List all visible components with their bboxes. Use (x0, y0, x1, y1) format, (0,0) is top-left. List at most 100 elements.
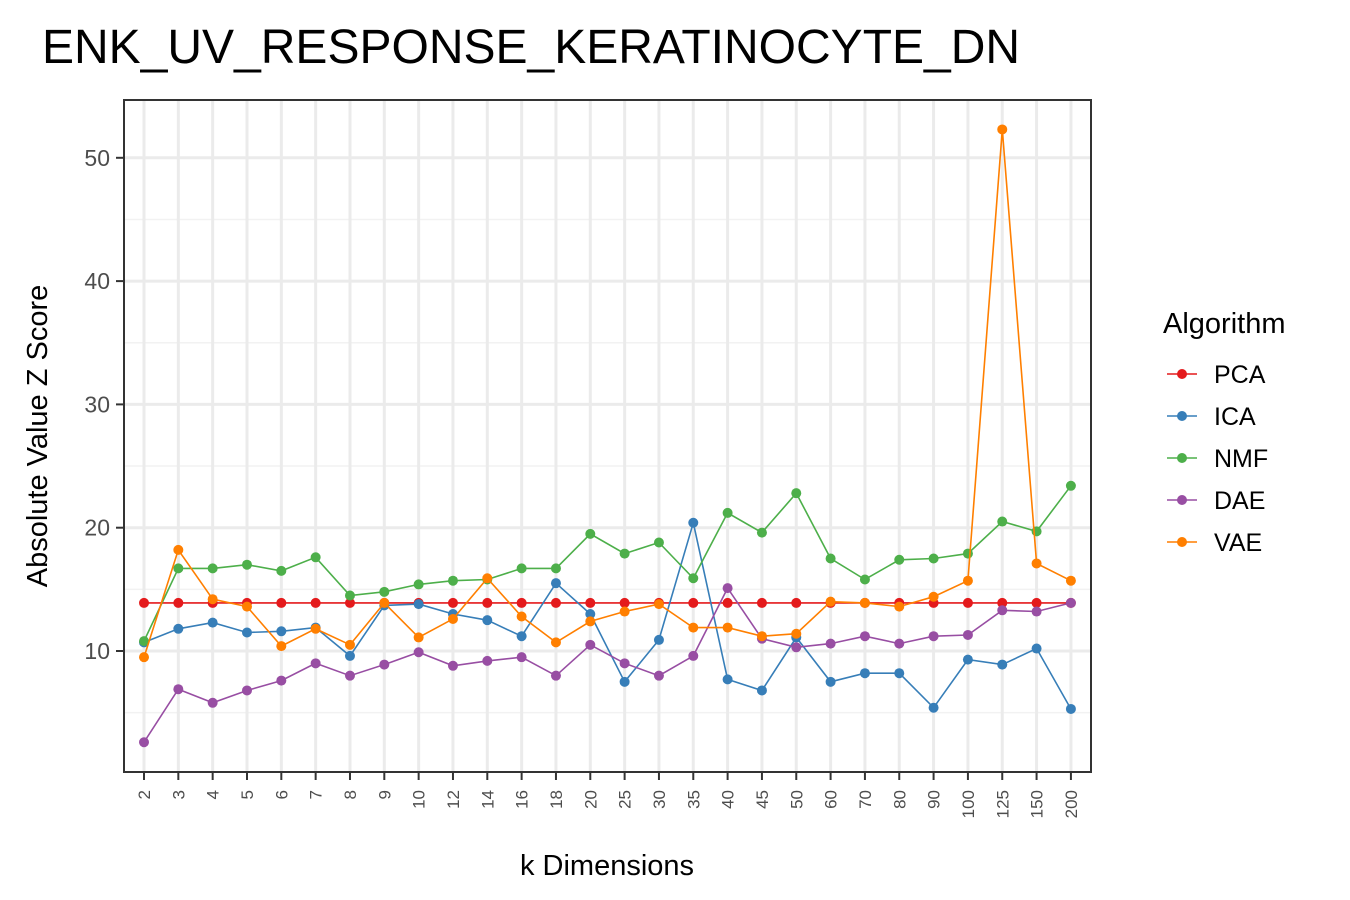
data-point-vae (344, 639, 355, 650)
minor-gridlines (124, 218, 1091, 714)
data-point-ica (241, 627, 252, 638)
data-point-nmf (447, 575, 458, 586)
data-point-dae (550, 670, 561, 681)
x-tick-label: 12 (444, 790, 463, 809)
data-point-nmf (139, 636, 149, 647)
x-tick-label: 100 (959, 790, 978, 818)
y-tick-label: 50 (84, 145, 110, 171)
legend-label: DAE (1214, 487, 1265, 515)
data-point-nmf (722, 507, 733, 518)
x-tick-label: 90 (925, 790, 944, 809)
y-tick-label: 10 (84, 638, 110, 664)
data-point-nmf (516, 563, 527, 574)
x-tick-label: 35 (684, 790, 703, 809)
legend-key-point (1177, 411, 1187, 421)
data-point-nmf (1065, 480, 1076, 491)
data-point-nmf (962, 548, 973, 559)
legend-key-point (1177, 537, 1187, 547)
data-point-dae (619, 658, 630, 669)
data-point-vae (962, 575, 973, 586)
data-point-nmf (310, 552, 321, 563)
data-point-ica (344, 650, 355, 661)
data-point-dae (1065, 597, 1076, 608)
data-point-ica (756, 685, 767, 696)
plot-background (124, 100, 1091, 772)
x-tick-label: 20 (581, 790, 600, 809)
data-point-dae (379, 659, 390, 670)
legend-label: NMF (1214, 445, 1268, 473)
data-point-pca (310, 597, 321, 608)
data-point-pca (344, 597, 355, 608)
legend-item-vae: VAE (1167, 529, 1262, 557)
major-gridlines (124, 100, 1091, 772)
x-tick-label: 200 (1062, 790, 1081, 818)
data-point-dae (344, 670, 355, 681)
series-line-ica (143, 522, 1072, 710)
x-axis: 2 3 4 5 6 7 8 9 10 12 14 16 18 20 25 30 35 40 45 50 60 70 80 90… (135, 772, 1081, 818)
x-tick-label: 25 (616, 790, 635, 809)
data-point-vae (482, 573, 493, 584)
data-point-vae (550, 637, 561, 648)
data-point-vae (413, 632, 424, 643)
x-tick-label: 9 (375, 790, 394, 799)
data-point-vae (447, 613, 458, 624)
data-point-nmf (653, 537, 664, 548)
data-point-dae (928, 631, 939, 642)
data-point-pca (962, 597, 973, 608)
data-point-pca (756, 597, 767, 608)
data-point-dae (413, 647, 424, 658)
chart-title: ENK_UV_RESPONSE_KERATINOCYTE_DN (42, 21, 1020, 74)
legend: Algorithm PCA ICA NMF DAE VAE (1163, 308, 1286, 557)
data-point-ica (413, 599, 424, 610)
data-point-dae (482, 655, 493, 666)
x-axis-title: k Dimensions (520, 850, 694, 882)
data-point-nmf (413, 579, 424, 590)
series-vae (139, 124, 1076, 663)
data-point-pca (722, 597, 733, 608)
data-point-nmf (379, 586, 390, 597)
data-point-nmf (688, 573, 699, 584)
series-line-vae (143, 129, 1072, 658)
data-point-ica (619, 676, 630, 687)
y-tick-label: 30 (84, 391, 110, 417)
y-tick-label: 40 (84, 268, 110, 294)
series-line-nmf (143, 485, 1072, 642)
data-point-dae (688, 650, 699, 661)
data-point-vae (207, 594, 218, 605)
data-point-ica (173, 623, 184, 634)
data-point-pca (276, 597, 287, 608)
data-point-dae (722, 583, 733, 594)
data-point-pca (482, 597, 493, 608)
data-point-vae (894, 601, 905, 612)
plot-border (123, 99, 1092, 773)
x-tick-label: 16 (513, 790, 532, 809)
x-tick-label: 150 (1028, 790, 1047, 818)
data-point-ica (928, 702, 939, 713)
y-axis-title: Absolute Value Z Score (22, 285, 54, 588)
data-point-vae (619, 606, 630, 617)
data-point-ica (962, 654, 973, 665)
data-point-nmf (619, 548, 630, 559)
legend-key-point (1177, 495, 1187, 505)
data-point-pca (688, 597, 699, 608)
data-point-pca (447, 597, 458, 608)
data-point-nmf (894, 554, 905, 565)
data-point-dae (791, 642, 802, 653)
data-point-dae (962, 629, 973, 640)
data-point-dae (859, 631, 870, 642)
data-point-vae (825, 596, 836, 607)
data-point-vae (653, 599, 664, 610)
data-point-dae (1031, 606, 1042, 617)
x-tick-label: 7 (307, 790, 326, 799)
x-tick-label: 6 (272, 790, 291, 799)
data-point-vae (1031, 558, 1042, 569)
data-point-vae (241, 601, 252, 612)
data-point-vae (688, 622, 699, 633)
x-tick-label: 3 (169, 790, 188, 799)
data-point-nmf (276, 565, 287, 576)
x-tick-label: 14 (478, 790, 497, 809)
data-point-vae (276, 641, 287, 652)
series-line-dae (143, 586, 1072, 743)
data-point-ica (516, 631, 527, 642)
